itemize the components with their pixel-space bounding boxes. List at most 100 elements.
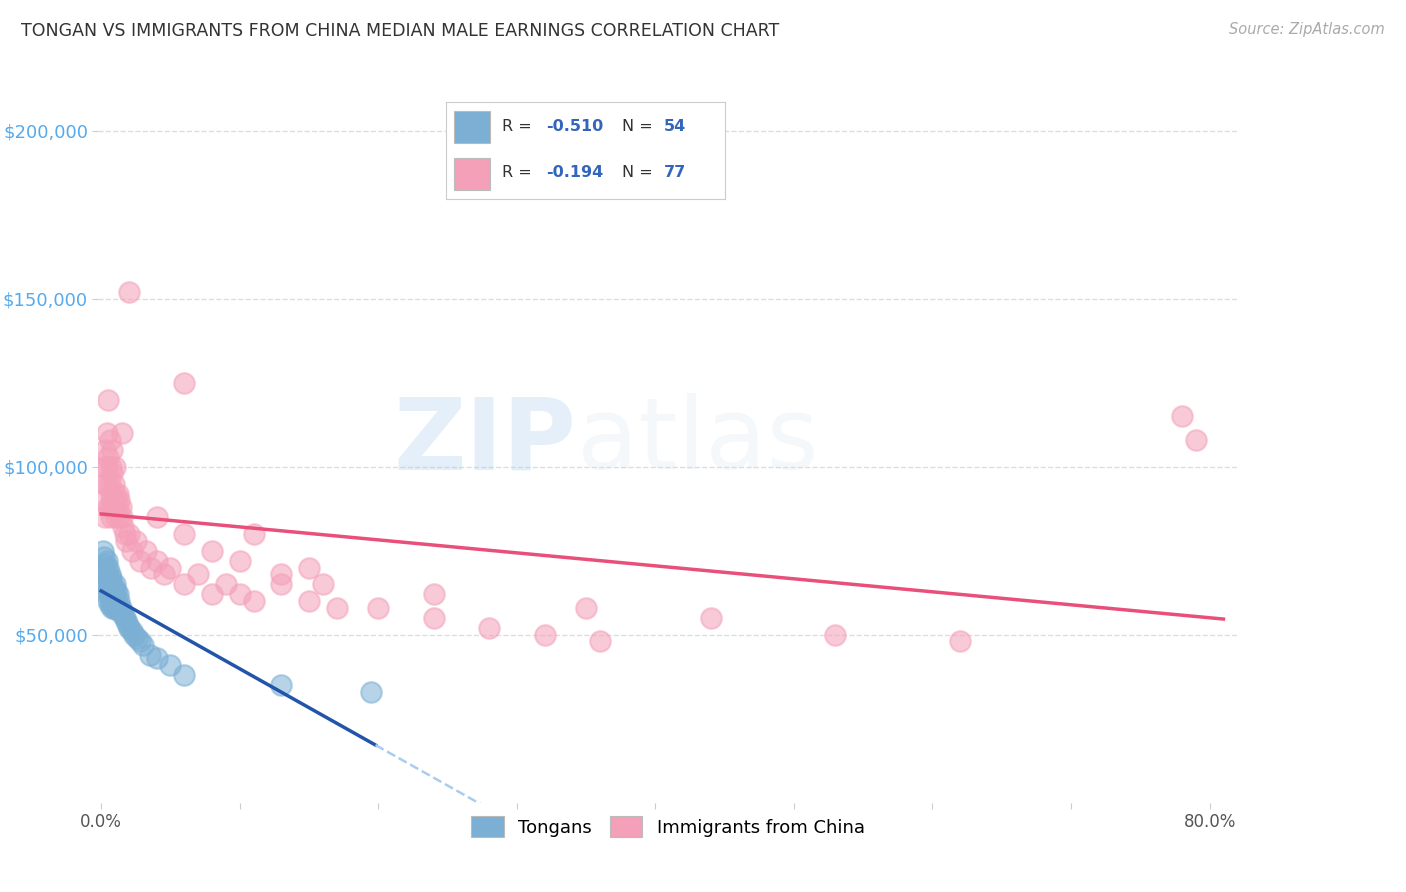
Point: [101, 577, 124, 591]
Point: [135, 543, 157, 558]
Point: [91, 543, 114, 558]
Point: [173, 527, 195, 541]
Point: [93, 476, 115, 491]
Point: [107, 500, 129, 514]
Point: [152, 567, 174, 582]
Point: [575, 600, 598, 615]
Point: [97, 450, 120, 464]
Point: [97, 560, 120, 574]
Point: [96, 577, 118, 591]
Point: [173, 577, 195, 591]
Point: [105, 594, 128, 608]
Text: ZIP: ZIP: [394, 393, 576, 490]
Point: [94, 558, 117, 572]
Point: [173, 376, 195, 390]
Point: [101, 584, 124, 599]
Point: [270, 567, 292, 582]
Point: [97, 584, 120, 599]
Point: [201, 587, 224, 601]
Point: [108, 510, 131, 524]
Point: [127, 631, 149, 645]
Point: [96, 426, 118, 441]
Point: [114, 611, 136, 625]
Point: [104, 577, 127, 591]
Point: [100, 594, 122, 608]
Point: [145, 554, 167, 568]
Point: [187, 567, 209, 582]
Point: [93, 459, 115, 474]
Point: [104, 486, 127, 500]
Point: [105, 584, 128, 599]
Point: [132, 638, 155, 652]
Point: [104, 600, 127, 615]
Point: [1171, 409, 1194, 424]
Point: [121, 543, 143, 558]
Point: [101, 600, 124, 615]
Point: [96, 476, 118, 491]
Point: [700, 611, 723, 625]
Point: [139, 560, 162, 574]
Point: [103, 500, 125, 514]
Point: [121, 624, 143, 639]
Point: [97, 574, 120, 588]
Point: [110, 600, 132, 615]
Point: [97, 594, 120, 608]
Point: [94, 510, 117, 524]
Point: [103, 476, 125, 491]
Point: [105, 493, 128, 508]
Point: [242, 594, 264, 608]
Point: [270, 678, 292, 692]
Point: [91, 493, 114, 508]
Point: [101, 467, 124, 481]
Point: [325, 600, 347, 615]
Point: [312, 577, 335, 591]
Point: [422, 587, 444, 601]
Point: [96, 554, 118, 568]
Point: [101, 493, 124, 508]
Point: [1184, 433, 1206, 447]
Point: [108, 594, 131, 608]
Point: [111, 426, 134, 441]
Point: [94, 577, 117, 591]
Point: [949, 634, 972, 648]
Point: [98, 500, 121, 514]
Point: [533, 628, 555, 642]
Point: [107, 598, 129, 612]
Point: [94, 442, 117, 457]
Point: [242, 527, 264, 541]
Point: [97, 500, 120, 514]
Point: [367, 600, 389, 615]
Point: [100, 459, 122, 474]
Point: [94, 567, 117, 582]
Point: [159, 560, 181, 574]
Point: [824, 628, 846, 642]
Point: [125, 533, 148, 548]
Point: [103, 600, 125, 615]
Point: [98, 587, 121, 601]
Point: [115, 533, 138, 548]
Point: [103, 581, 125, 595]
Point: [589, 634, 612, 648]
Point: [111, 510, 134, 524]
Point: [98, 433, 121, 447]
Point: [173, 668, 195, 682]
Text: Source: ZipAtlas.com: Source: ZipAtlas.com: [1229, 22, 1385, 37]
Point: [115, 615, 138, 629]
Point: [201, 543, 224, 558]
Text: TONGAN VS IMMIGRANTS FROM CHINA MEDIAN MALE EARNINGS CORRELATION CHART: TONGAN VS IMMIGRANTS FROM CHINA MEDIAN M…: [21, 22, 779, 40]
Point: [129, 554, 152, 568]
Point: [159, 658, 181, 673]
Point: [98, 577, 121, 591]
Point: [118, 621, 141, 635]
Point: [114, 527, 136, 541]
Text: atlas: atlas: [576, 393, 818, 490]
Point: [105, 510, 128, 524]
Point: [118, 285, 141, 299]
Point: [96, 567, 118, 582]
Point: [96, 459, 118, 474]
Point: [93, 550, 115, 565]
Point: [104, 500, 127, 514]
Point: [93, 560, 115, 574]
Point: [103, 591, 125, 605]
Point: [104, 459, 127, 474]
